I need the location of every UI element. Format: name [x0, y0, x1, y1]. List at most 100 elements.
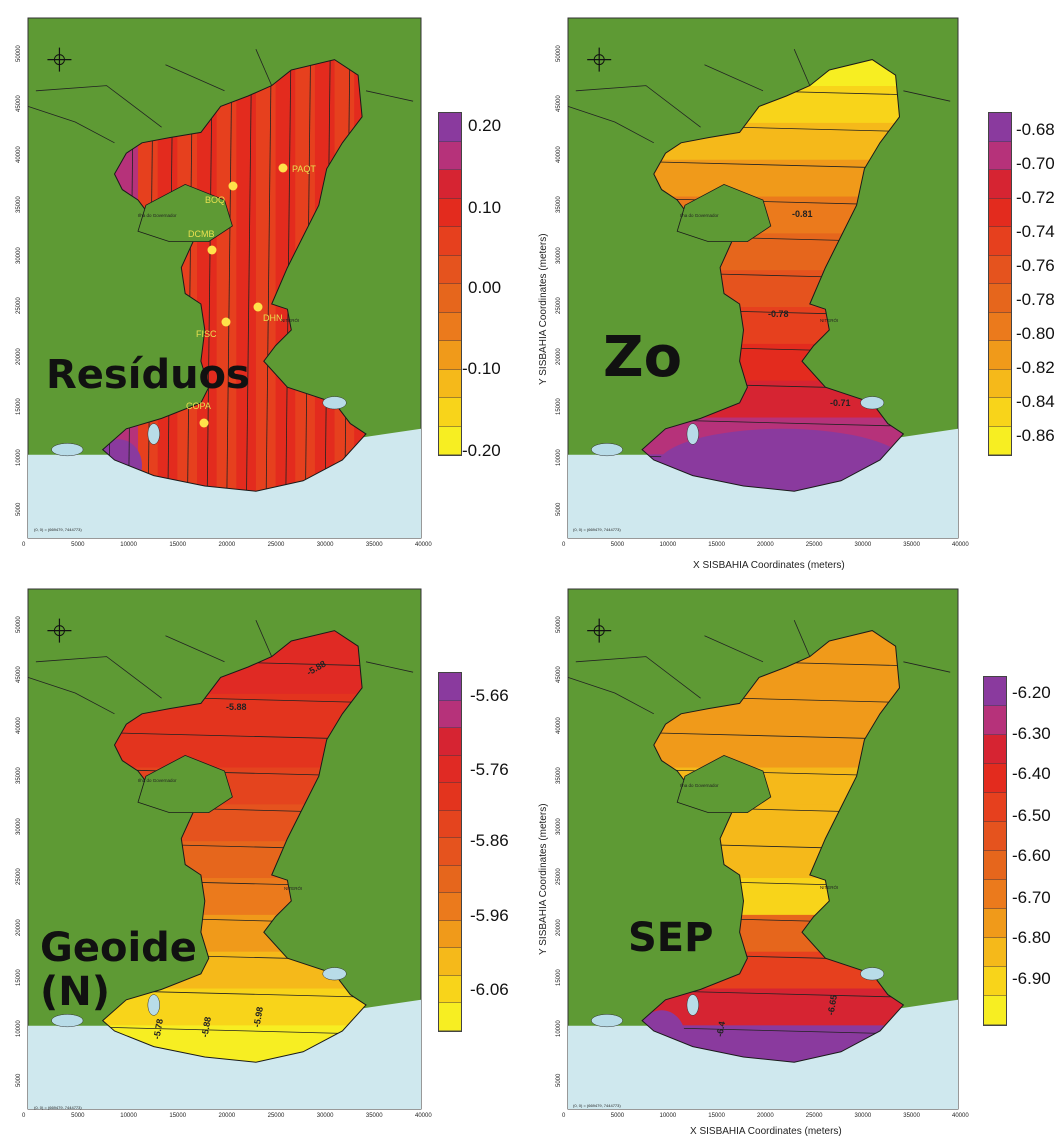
- legend-label: -5.96: [470, 906, 509, 925]
- legend-swatch: [989, 141, 1011, 170]
- map-geoide: [27, 588, 422, 1110]
- y-tick-label: 25000: [556, 868, 562, 886]
- legend-swatch: [984, 735, 1006, 764]
- panel-label-sep: SEP: [628, 915, 714, 961]
- panel-sep: [530, 570, 1059, 1140]
- y-tick-label: 50000: [16, 44, 22, 62]
- legend-swatch: [439, 783, 461, 811]
- y-tick-label: 35000: [556, 767, 562, 785]
- legend-swatch: [439, 198, 461, 227]
- lagoon: [322, 396, 347, 410]
- x-tick-label: 25000: [267, 542, 285, 548]
- legend-swatch: [989, 341, 1011, 370]
- legend-swatch: [439, 398, 461, 427]
- panel-label-zo: Zo: [603, 325, 683, 390]
- panel-label-residuos: Resíduos: [46, 352, 250, 398]
- legend-label: -0.84: [1016, 392, 1055, 411]
- y-tick-label: 5000: [556, 1073, 562, 1087]
- legend-label: -6.90: [1012, 969, 1051, 988]
- legend-swatch: [989, 426, 1011, 455]
- river: [165, 64, 225, 92]
- y-tick-label: 20000: [556, 347, 562, 365]
- x-tick-label: 40000: [952, 1113, 969, 1119]
- x-tick-label: 30000: [316, 542, 334, 548]
- legend-swatch: [984, 909, 1006, 938]
- y-tick-label: 15000: [556, 398, 562, 416]
- y-tick-label: 15000: [16, 969, 22, 987]
- station-label: BOQ: [205, 195, 226, 205]
- legend-swatch: [984, 938, 1006, 967]
- y-tick-label: 35000: [16, 767, 22, 785]
- lagoon: [51, 1014, 84, 1028]
- panel-zo: [530, 0, 1059, 570]
- origin-note: (0, 0) = (669479, 7444773): [34, 527, 82, 532]
- legend-swatch: [439, 170, 461, 199]
- station-marker: [199, 418, 209, 428]
- y-tick-label: 5000: [16, 502, 22, 516]
- x-tick-label: 40000: [952, 542, 969, 548]
- river: [575, 85, 701, 128]
- x-tick-label: 35000: [365, 542, 383, 548]
- city-label: NITERÓI: [820, 318, 839, 323]
- legend-label: -0.82: [1016, 358, 1055, 377]
- north-arrow-icon: [47, 47, 72, 72]
- x-axis-title: X SISBAHIA Coordinates (meters): [690, 1126, 842, 1137]
- y-tick-label: 10000: [556, 1019, 562, 1037]
- north-arrow-icon: [587, 47, 612, 72]
- station-marker: [207, 245, 217, 255]
- y-tick-label: 45000: [16, 666, 22, 684]
- legend-swatch: [439, 975, 461, 1004]
- station-label: PAQT: [292, 164, 316, 174]
- river: [255, 49, 273, 86]
- legend-label: -0.80: [1016, 324, 1055, 343]
- y-tick-label: 40000: [556, 716, 562, 734]
- lagoon: [860, 967, 885, 981]
- legend-swatch: [439, 369, 461, 398]
- y-tick-label: 50000: [16, 615, 22, 633]
- y-tick-label: 40000: [16, 716, 22, 734]
- y-tick-label: 45000: [16, 95, 22, 113]
- legend-swatch: [439, 838, 461, 866]
- legend-label: -6.50: [1012, 806, 1051, 825]
- city-label: NITERÓI: [820, 885, 839, 890]
- station-label: COPA: [186, 401, 211, 411]
- x-tick-label: 15000: [169, 542, 187, 548]
- y-tick-label: 50000: [556, 44, 562, 62]
- island-label: Ilha do Governador: [680, 213, 719, 218]
- x-tick-label: 15000: [708, 1113, 725, 1119]
- legend-swatch: [439, 755, 461, 784]
- x-tick-label: 35000: [903, 1113, 920, 1119]
- legend-swatch: [989, 398, 1011, 427]
- legend-swatch: [989, 255, 1011, 284]
- river: [27, 106, 115, 144]
- legend-swatch: [439, 312, 461, 341]
- river: [35, 656, 162, 699]
- legend-swatch: [989, 369, 1011, 398]
- legend-label: -0.74: [1016, 222, 1055, 241]
- river: [903, 90, 951, 102]
- legend-swatch: [989, 198, 1011, 227]
- lagoon: [147, 423, 160, 445]
- x-tick-label: 40000: [415, 542, 432, 548]
- y-tick-label: 25000: [556, 297, 562, 315]
- legend-swatch: [439, 341, 461, 370]
- y-tick-label: 45000: [556, 95, 562, 113]
- legend-label: -0.70: [1016, 154, 1055, 173]
- station-marker: [228, 181, 238, 191]
- y-tick-label: 30000: [16, 246, 22, 264]
- x-tick-label: 25000: [267, 1113, 285, 1119]
- x-tick-label: 20000: [757, 542, 774, 548]
- legend-label: -5.66: [470, 686, 509, 705]
- y-tick-label: 40000: [556, 145, 562, 163]
- river: [793, 49, 811, 86]
- x-tick-label: 5000: [610, 1113, 625, 1119]
- y-tick-label: 50000: [556, 615, 562, 633]
- river: [575, 656, 701, 699]
- legend-swatch: [439, 865, 461, 894]
- legend-label: 0.00: [468, 278, 502, 297]
- y-tick-label: 25000: [16, 297, 22, 315]
- station-marker: [221, 317, 231, 327]
- y-tick-label: 30000: [556, 817, 562, 835]
- legend-label: -0.10: [462, 359, 501, 378]
